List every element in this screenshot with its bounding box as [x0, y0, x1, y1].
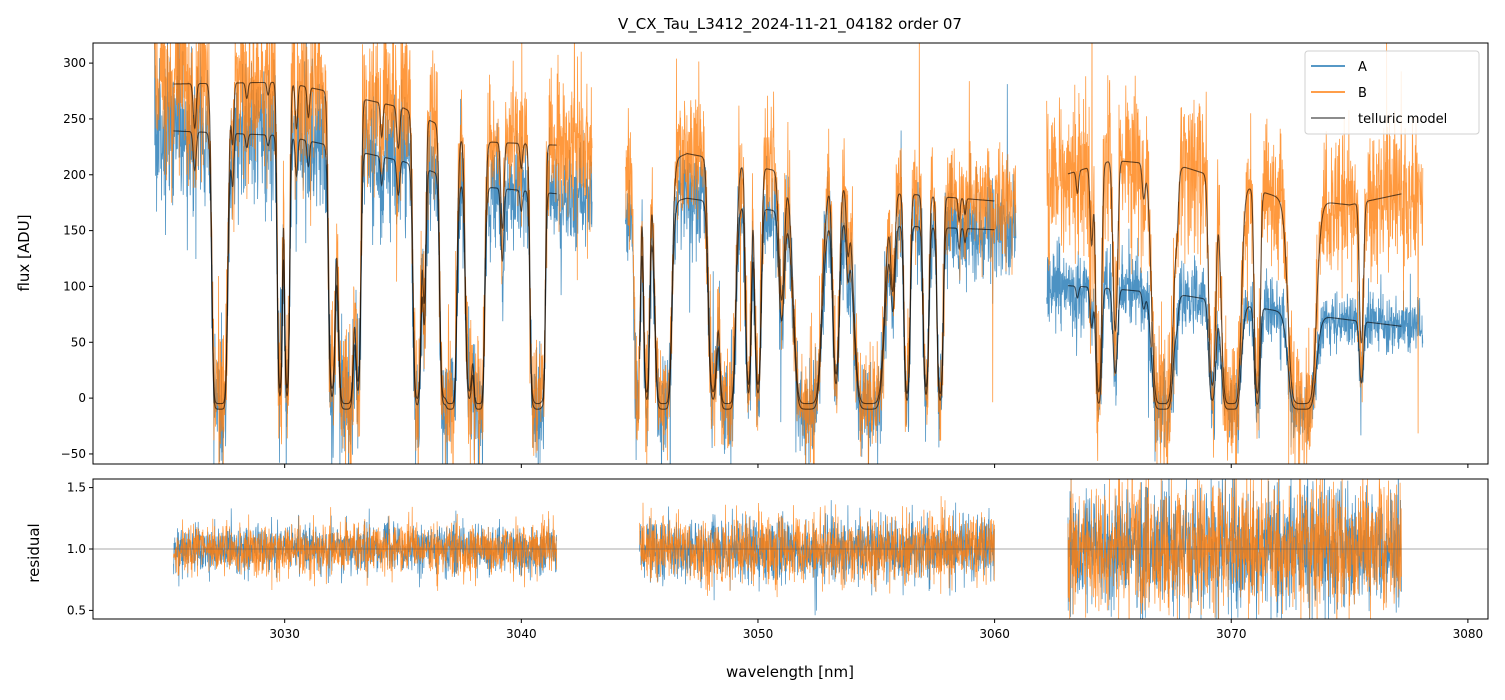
- flux-y-tick-label: 250: [63, 112, 86, 126]
- residual-b-segment-1: [173, 506, 557, 591]
- residual-y-tick-label: 1.0: [67, 542, 86, 556]
- spectrum-b-segment-2: [625, 43, 1017, 464]
- telluric-model-a-segment-3: [1067, 285, 1402, 410]
- legend-label-a: A: [1358, 60, 1367, 75]
- x-tick-label: 3040: [506, 627, 537, 641]
- x-tick-label: 3030: [269, 627, 300, 641]
- flux-axis-ticks: 300 250 200 150 100 50 0 −50: [61, 56, 1469, 468]
- x-tick-label: 3060: [979, 627, 1010, 641]
- telluric-model-a-segment-2: [639, 197, 995, 410]
- residual-plot-area: [93, 479, 1488, 619]
- residual-b-segment-2: [639, 496, 995, 598]
- telluric-model-b-segment-3: [1067, 160, 1402, 405]
- flux-y-axis-label: flux [ADU]: [15, 214, 33, 291]
- flux-y-tick-label: 50: [71, 335, 86, 349]
- telluric-model-b-segment-2: [639, 153, 995, 405]
- residual-y-tick-label: 0.5: [67, 603, 86, 617]
- residual-b-segment-3: [1067, 479, 1402, 619]
- x-tick-label: 3050: [743, 627, 774, 641]
- legend-label-b: B: [1358, 86, 1367, 101]
- telluric-model-a-segment-1: [173, 130, 557, 410]
- x-axis-label: wavelength [nm]: [726, 663, 854, 681]
- flux-axes-frame: [92, 42, 1489, 465]
- x-tick-label: 3070: [1216, 627, 1247, 641]
- flux-y-tick-label: 150: [63, 224, 86, 238]
- residual-axis-ticks: 3030 3040 3050 3060 3070 3080 1.5 1.0 0.5: [67, 481, 1483, 641]
- residual-y-axis-label: residual: [25, 523, 43, 582]
- flux-y-tick-label: 300: [63, 56, 86, 70]
- x-tick-label: 3080: [1453, 627, 1484, 641]
- residual-y-tick-label: 1.5: [67, 481, 86, 495]
- flux-y-tick-label: 200: [63, 168, 86, 182]
- flux-y-tick-label: 0: [78, 391, 86, 405]
- flux-plot-area: [154, 43, 1424, 464]
- legend-label-telluric-model: telluric model: [1358, 112, 1447, 127]
- spectrum-b-segment-1: [154, 43, 593, 464]
- chart-title: V_CX_Tau_L3412_2024-11-21_04182 order 07: [618, 15, 962, 34]
- flux-y-tick-label: −50: [61, 447, 86, 461]
- telluric-model-b-segment-1: [173, 81, 557, 405]
- legend: A B telluric model: [1304, 50, 1480, 135]
- flux-y-tick-label: 100: [63, 279, 86, 293]
